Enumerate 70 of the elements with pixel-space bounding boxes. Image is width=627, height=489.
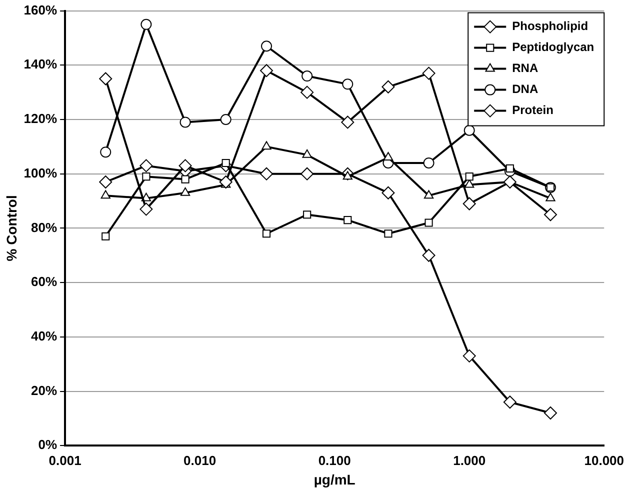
point xyxy=(100,146,112,158)
y-axis-title: % Control xyxy=(3,195,20,262)
point xyxy=(422,66,436,80)
point xyxy=(544,406,557,420)
x-tick-label: 0.100 xyxy=(318,452,351,468)
point xyxy=(180,116,191,128)
legend-label: RNA xyxy=(512,61,538,76)
x-tick-label: 10.000 xyxy=(584,452,624,468)
point xyxy=(382,80,395,94)
point xyxy=(180,187,190,196)
legend-label: DNA xyxy=(512,82,538,96)
y-tick-label: 160% xyxy=(24,2,58,18)
point xyxy=(99,72,112,86)
point xyxy=(544,208,557,222)
point xyxy=(424,218,433,227)
point xyxy=(303,210,312,219)
point xyxy=(100,190,110,199)
point xyxy=(220,114,232,125)
x-tick-label: 0.010 xyxy=(184,452,216,468)
point xyxy=(464,124,475,136)
y-tick-label: 40% xyxy=(31,328,58,344)
point xyxy=(262,141,272,150)
point xyxy=(99,176,112,189)
x-tick-label: 0.001 xyxy=(48,452,82,468)
y-tick-label: 120% xyxy=(24,111,58,126)
y-tick-label: 60% xyxy=(31,274,58,290)
point xyxy=(383,152,394,161)
point xyxy=(300,167,314,180)
point xyxy=(546,192,556,202)
point xyxy=(503,396,516,409)
y-tick-label: 20% xyxy=(31,382,58,398)
point xyxy=(342,78,354,90)
y-tick-label: 100% xyxy=(24,165,58,180)
point xyxy=(102,232,110,240)
point xyxy=(506,164,514,172)
point xyxy=(222,158,230,168)
y-tick-label: 140% xyxy=(24,56,58,72)
point xyxy=(140,159,153,172)
point xyxy=(462,197,476,210)
x-tick-label: 1.000 xyxy=(453,452,486,468)
point xyxy=(181,175,190,184)
point xyxy=(382,186,395,200)
point xyxy=(344,216,352,224)
y-tick-label: 0% xyxy=(38,437,58,452)
point xyxy=(260,167,274,180)
x-axis-title: µg/mL xyxy=(314,471,356,488)
legend-label: Phospholipid xyxy=(512,19,588,34)
point xyxy=(465,172,474,181)
point xyxy=(261,40,272,52)
point xyxy=(464,179,474,188)
y-tick-label: 80% xyxy=(31,220,58,235)
point xyxy=(341,116,354,129)
point xyxy=(462,349,476,362)
point xyxy=(422,248,436,262)
point xyxy=(300,86,314,99)
point xyxy=(219,176,232,189)
point xyxy=(140,18,152,30)
legend-label: Peptidoglycan xyxy=(512,40,594,54)
point xyxy=(503,176,516,189)
point xyxy=(423,157,434,168)
point xyxy=(140,202,153,216)
point xyxy=(142,172,150,181)
point xyxy=(262,230,271,238)
point xyxy=(178,159,192,172)
point xyxy=(424,190,434,199)
point xyxy=(302,149,312,158)
point xyxy=(260,64,274,78)
point xyxy=(302,70,313,82)
legend-label: Protein xyxy=(512,103,554,118)
point xyxy=(384,230,392,238)
